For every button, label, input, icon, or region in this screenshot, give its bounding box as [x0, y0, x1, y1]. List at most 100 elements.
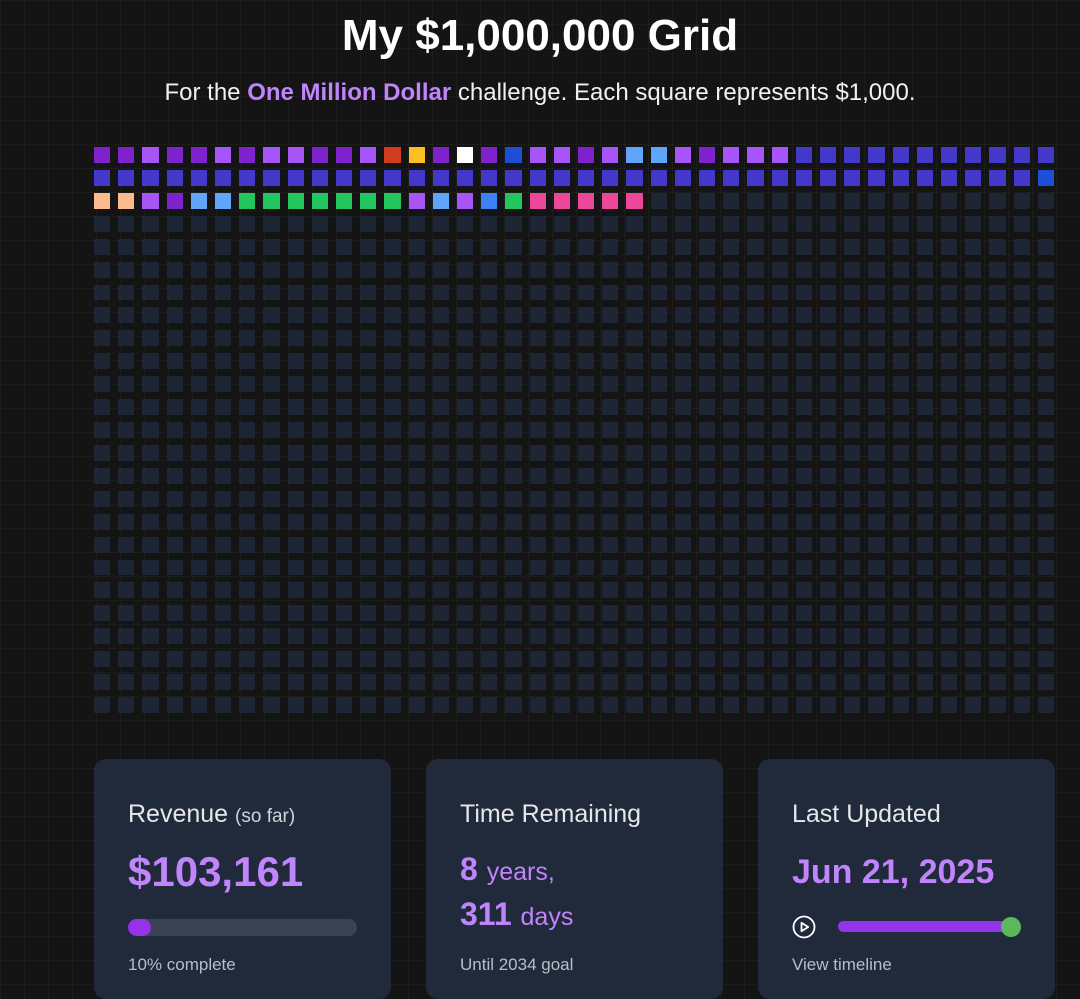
empty-square [166, 582, 183, 599]
empty-square [820, 536, 837, 553]
empty-square [820, 651, 837, 668]
empty-square [1037, 605, 1054, 622]
empty-square [384, 697, 401, 713]
empty-square [650, 444, 667, 461]
empty-square [674, 376, 691, 393]
empty-square [965, 490, 982, 507]
empty-square [360, 307, 377, 324]
empty-square [553, 605, 570, 622]
empty-square [892, 215, 909, 232]
empty-square [384, 628, 401, 645]
empty-square [578, 376, 595, 393]
empty-square [239, 697, 256, 713]
view-timeline-link[interactable]: View timeline [792, 955, 892, 974]
empty-square [674, 330, 691, 347]
empty-square [118, 261, 135, 278]
empty-square [941, 376, 958, 393]
filled-square [384, 192, 401, 209]
empty-square [118, 605, 135, 622]
empty-square [553, 582, 570, 599]
empty-square [1013, 330, 1030, 347]
filled-square [1013, 169, 1030, 186]
empty-square [844, 490, 861, 507]
empty-square [432, 376, 449, 393]
empty-square [626, 238, 643, 255]
filled-square [118, 147, 135, 163]
empty-square [650, 238, 667, 255]
empty-square [868, 490, 885, 507]
empty-square [166, 284, 183, 301]
empty-square [699, 467, 716, 484]
empty-square [311, 399, 328, 416]
empty-square [311, 513, 328, 530]
empty-square [892, 674, 909, 691]
empty-square [263, 376, 280, 393]
empty-square [820, 490, 837, 507]
empty-square [892, 284, 909, 301]
empty-square [118, 330, 135, 347]
empty-square [190, 697, 207, 713]
empty-square [844, 238, 861, 255]
filled-square [384, 147, 401, 163]
filled-square [432, 192, 449, 209]
empty-square [723, 467, 740, 484]
empty-square [190, 376, 207, 393]
empty-square [190, 628, 207, 645]
empty-square [723, 674, 740, 691]
timeline-slider-thumb[interactable] [1001, 917, 1021, 937]
empty-square [578, 490, 595, 507]
empty-square [1013, 238, 1030, 255]
filled-square [723, 147, 740, 163]
filled-square [868, 147, 885, 163]
empty-square [190, 215, 207, 232]
empty-square [747, 284, 764, 301]
empty-square [578, 582, 595, 599]
empty-square [529, 215, 546, 232]
empty-square [94, 376, 111, 393]
empty-square [384, 559, 401, 576]
empty-square [553, 330, 570, 347]
filled-square [941, 147, 958, 163]
empty-square [699, 490, 716, 507]
filled-square [747, 169, 764, 186]
empty-square [408, 536, 425, 553]
empty-square [1037, 674, 1054, 691]
empty-square [626, 422, 643, 438]
empty-square [916, 284, 933, 301]
empty-square [336, 215, 353, 232]
empty-square [602, 444, 619, 461]
empty-square [263, 490, 280, 507]
empty-square [989, 628, 1006, 645]
empty-square [142, 674, 159, 691]
empty-square [481, 697, 498, 713]
empty-square [239, 261, 256, 278]
filled-square [916, 169, 933, 186]
empty-square [481, 399, 498, 416]
challenge-link[interactable]: One Million Dollar [247, 79, 452, 106]
empty-square [941, 674, 958, 691]
empty-square [602, 651, 619, 668]
empty-square [965, 628, 982, 645]
empty-square [239, 490, 256, 507]
empty-square [384, 536, 401, 553]
play-button[interactable] [792, 915, 816, 939]
empty-square [311, 559, 328, 576]
empty-square [336, 422, 353, 438]
empty-square [650, 399, 667, 416]
empty-square [94, 490, 111, 507]
empty-square [916, 444, 933, 461]
subtitle-suffix: challenge. Each square represents $1,000… [457, 79, 916, 106]
filled-square [771, 147, 788, 163]
empty-square [360, 376, 377, 393]
filled-square [166, 147, 183, 163]
timeline-slider[interactable] [838, 921, 1011, 932]
empty-square [360, 353, 377, 370]
empty-square [553, 238, 570, 255]
empty-square [263, 330, 280, 347]
empty-square [602, 422, 619, 438]
empty-square [989, 261, 1006, 278]
empty-square [529, 674, 546, 691]
empty-square [674, 697, 691, 713]
empty-square [408, 422, 425, 438]
empty-square [771, 559, 788, 576]
